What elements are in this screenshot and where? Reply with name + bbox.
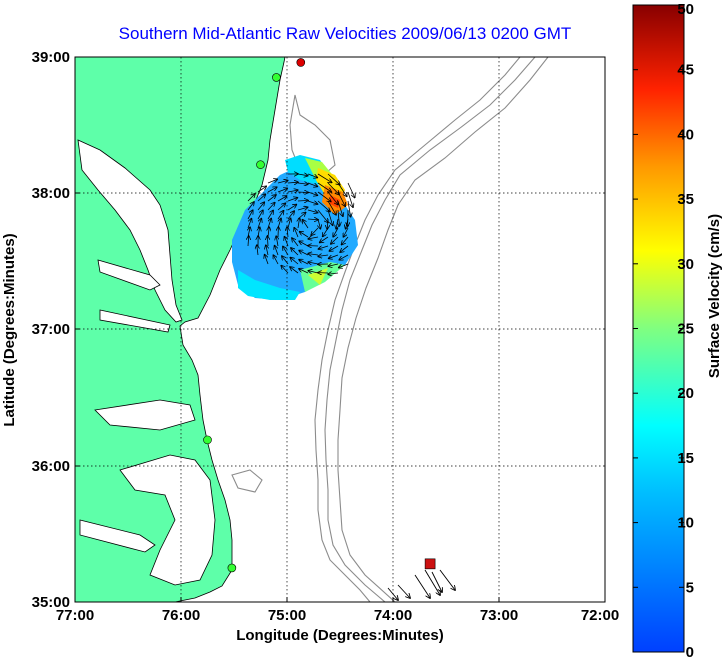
x-axis-label: Longitude (Degrees:Minutes) [236, 627, 444, 644]
lat-tick-label: 38:00 [32, 185, 70, 202]
estuary-river-1 [97, 259, 161, 291]
station-marker [256, 160, 265, 169]
colorbar-tick-label: 35 [677, 191, 694, 208]
lon-tick-label: 74:00 [374, 607, 412, 624]
lon-tick-label: 73:00 [480, 607, 518, 624]
lat-tick-label: 35:00 [32, 594, 70, 611]
map-title: Southern Mid-Atlantic Raw Velocities 200… [119, 24, 572, 43]
lon-tick-label: 76:00 [162, 607, 200, 624]
chesapeake-bay [77, 139, 183, 323]
velocity-vectors [248, 174, 355, 274]
lat-tick-label: 37:00 [32, 321, 70, 338]
gridlines [75, 57, 605, 602]
bathymetry-contours [231, 57, 549, 602]
lat-tick-label: 36:00 [32, 458, 70, 475]
lat-tick-label: 39:00 [32, 49, 70, 66]
lat-tick-labels: 39:00 38:00 37:00 36:00 35:00 [32, 49, 70, 611]
colorbar-tick-label: 45 [677, 62, 694, 79]
station-marker [296, 58, 306, 67]
pamlico-sound [119, 454, 216, 586]
y-axis-label: Latitude (Degrees:Minutes) [1, 233, 18, 426]
station-marker [272, 73, 281, 82]
colorbar-tick-label: 40 [677, 126, 694, 143]
station-marker [227, 563, 237, 573]
lon-tick-labels: 77:00 76:00 75:00 74:00 73:00 72:00 [56, 607, 619, 624]
colorbar-tick-label: 10 [677, 515, 694, 532]
station-marker [203, 435, 212, 445]
colorbar-tick-label: 0 [686, 644, 694, 659]
colorbar-tick-label: 15 [677, 450, 694, 467]
colorbar-label: Surface Velocity (cm/s) [706, 214, 723, 378]
pamlico-river [79, 519, 156, 553]
colorbar-tick-label: 50 [677, 1, 694, 18]
colorbar-tick-label: 20 [677, 385, 694, 402]
colorbar-ticks [633, 4, 684, 653]
station-markers [203, 58, 306, 573]
colorbar-tick-label: 5 [686, 579, 694, 596]
buoy-marker [424, 558, 436, 570]
lon-tick-label: 72:00 [581, 607, 619, 624]
estuary-river-2 [99, 309, 171, 333]
axis-ticks [75, 192, 500, 602]
colorbar-tick-label: 25 [677, 321, 694, 338]
lon-tick-label: 75:00 [268, 607, 306, 624]
colorbar [632, 4, 685, 653]
lon-tick-label: 77:00 [56, 607, 94, 624]
albemarle-sound [94, 399, 196, 431]
colorbar-tick-label: 30 [677, 256, 694, 273]
